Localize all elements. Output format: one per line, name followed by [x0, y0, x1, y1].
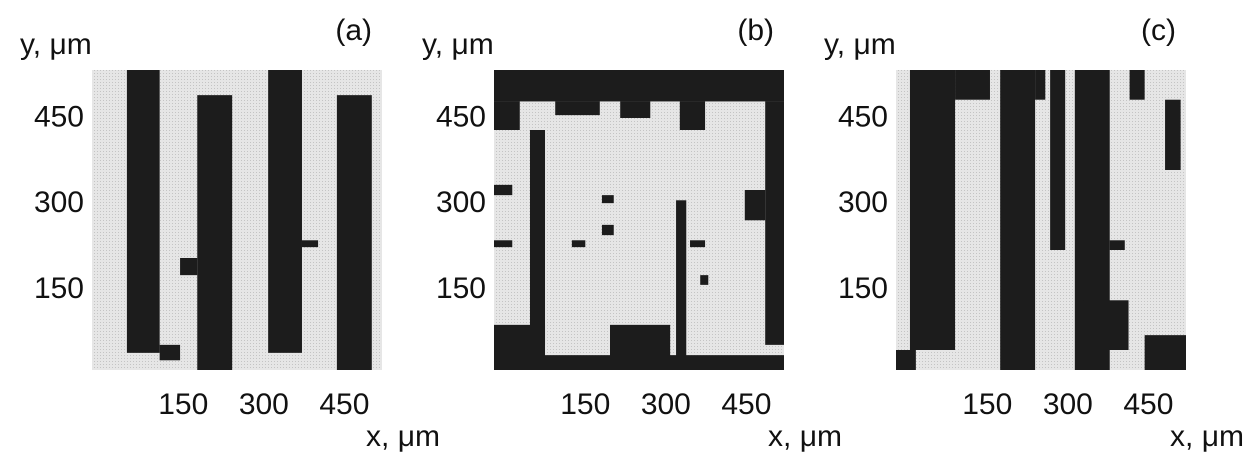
- domain-region: [1165, 100, 1181, 170]
- domain-region: [700, 275, 708, 285]
- domain-region: [955, 70, 990, 100]
- y-tick-label: 450: [838, 100, 888, 133]
- y-tick-label: 150: [838, 272, 888, 305]
- domain-region: [494, 101, 520, 130]
- x-tick-label: 300: [239, 388, 289, 421]
- y-axis-label: y, μm: [20, 28, 92, 61]
- domain-region: [268, 70, 302, 353]
- domain-region: [572, 240, 585, 247]
- page: 150 300 450 150 300 450 y, μm (a) x, μm 150 300 450…: [0, 0, 1260, 465]
- domain-region: [530, 130, 545, 345]
- panel-label: (a): [335, 14, 372, 47]
- x-tick-label: 150: [560, 388, 610, 421]
- domain-region: [745, 190, 765, 220]
- domain-region: [180, 258, 197, 275]
- y-tick-label: 150: [436, 272, 486, 305]
- domain-region: [494, 325, 545, 370]
- x-axis-label: x, μm: [768, 420, 842, 453]
- domain-region: [765, 101, 784, 344]
- domain-region: [197, 95, 232, 370]
- domain-region: [676, 200, 686, 360]
- x-tick-label: 300: [1043, 388, 1093, 421]
- y-tick-label: 300: [838, 186, 888, 219]
- domain-region: [494, 240, 512, 247]
- domain-region: [602, 225, 614, 235]
- domain-region: [127, 70, 160, 353]
- domain-region: [1000, 70, 1035, 370]
- x-tick-label: 450: [721, 388, 771, 421]
- y-tick-label: 300: [436, 186, 486, 219]
- x-tick-label: 450: [1123, 388, 1173, 421]
- domain-region: [1110, 240, 1125, 250]
- domain-region: [1035, 70, 1045, 100]
- y-axis-label: y, μm: [824, 28, 896, 61]
- domain-region: [896, 350, 916, 370]
- y-tick-label: 150: [34, 272, 84, 305]
- figure: 150 300 450 150 300 450 y, μm (a) x, μm 150 300 450…: [0, 0, 1260, 460]
- domain-region: [620, 101, 650, 118]
- y-axis-label: y, μm: [422, 28, 494, 61]
- y-tick-label: 450: [436, 100, 486, 133]
- domain-region: [494, 185, 512, 195]
- domain-region: [910, 70, 955, 350]
- x-tick-label: 150: [962, 388, 1012, 421]
- x-axis-label: x, μm: [366, 420, 440, 453]
- x-tick-label: 150: [158, 388, 208, 421]
- domain-region: [1145, 335, 1186, 370]
- y-tick-label: 300: [34, 186, 84, 219]
- domain-region: [494, 70, 784, 101]
- x-tick-label: 450: [319, 388, 369, 421]
- x-tick-label: 300: [641, 388, 691, 421]
- domain-region: [602, 195, 614, 203]
- domain-region: [610, 325, 670, 370]
- domain-region: [337, 95, 372, 370]
- x-axis-label: x, μm: [1170, 420, 1244, 453]
- domain-region: [690, 240, 705, 247]
- domain-region: [555, 101, 600, 115]
- domain-region: [302, 240, 318, 247]
- domain-region: [160, 345, 180, 360]
- panel-label: (c): [1141, 14, 1176, 47]
- domain-region: [1083, 300, 1128, 350]
- panel-label: (b): [737, 14, 774, 47]
- domain-region: [1130, 70, 1145, 100]
- domain-region: [1050, 70, 1065, 250]
- domain-region: [680, 101, 705, 130]
- y-tick-label: 450: [34, 100, 84, 133]
